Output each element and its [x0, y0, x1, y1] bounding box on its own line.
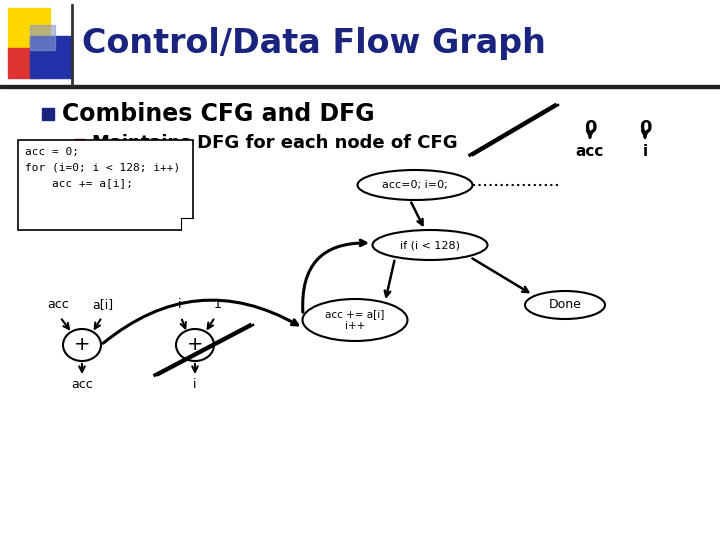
Ellipse shape	[63, 329, 101, 361]
Text: 1: 1	[214, 299, 222, 312]
Text: Done: Done	[549, 299, 582, 312]
Text: +: +	[186, 335, 203, 354]
Text: acc: acc	[71, 379, 93, 392]
Ellipse shape	[372, 230, 487, 260]
Text: Maintains DFG for each node of CFG: Maintains DFG for each node of CFG	[92, 134, 458, 152]
Text: Control/Data Flow Graph: Control/Data Flow Graph	[82, 26, 546, 59]
Bar	[8, 48, 38, 78]
Ellipse shape	[525, 291, 605, 319]
Text: i: i	[193, 379, 197, 392]
Text: i: i	[179, 299, 181, 312]
Ellipse shape	[302, 299, 408, 341]
Bar	[42, 108, 54, 120]
Ellipse shape	[176, 329, 214, 361]
Bar	[18, 140, 193, 230]
Bar	[30, 36, 72, 78]
Text: i: i	[642, 145, 647, 159]
Bar	[8, 8, 50, 50]
Text: acc=0; i=0;: acc=0; i=0;	[382, 180, 448, 190]
Bar	[30, 25, 55, 50]
Polygon shape	[181, 218, 193, 230]
Text: acc: acc	[47, 299, 69, 312]
Text: +: +	[73, 335, 90, 354]
Text: Combines CFG and DFG: Combines CFG and DFG	[62, 102, 374, 126]
Text: acc += a[i]
i++: acc += a[i] i++	[325, 309, 384, 331]
Text: acc: acc	[576, 145, 604, 159]
Text: if (i < 128): if (i < 128)	[400, 240, 460, 250]
Text: a[i]: a[i]	[92, 299, 114, 312]
Text: 0: 0	[639, 119, 652, 137]
Ellipse shape	[358, 170, 472, 200]
Text: acc = 0;
for (i=0; i < 128; i++)
    acc += a[i];: acc = 0; for (i=0; i < 128; i++) acc += …	[25, 147, 180, 188]
Bar	[0, 85, 720, 88]
Bar	[75, 139, 84, 148]
Text: 0: 0	[584, 119, 596, 137]
